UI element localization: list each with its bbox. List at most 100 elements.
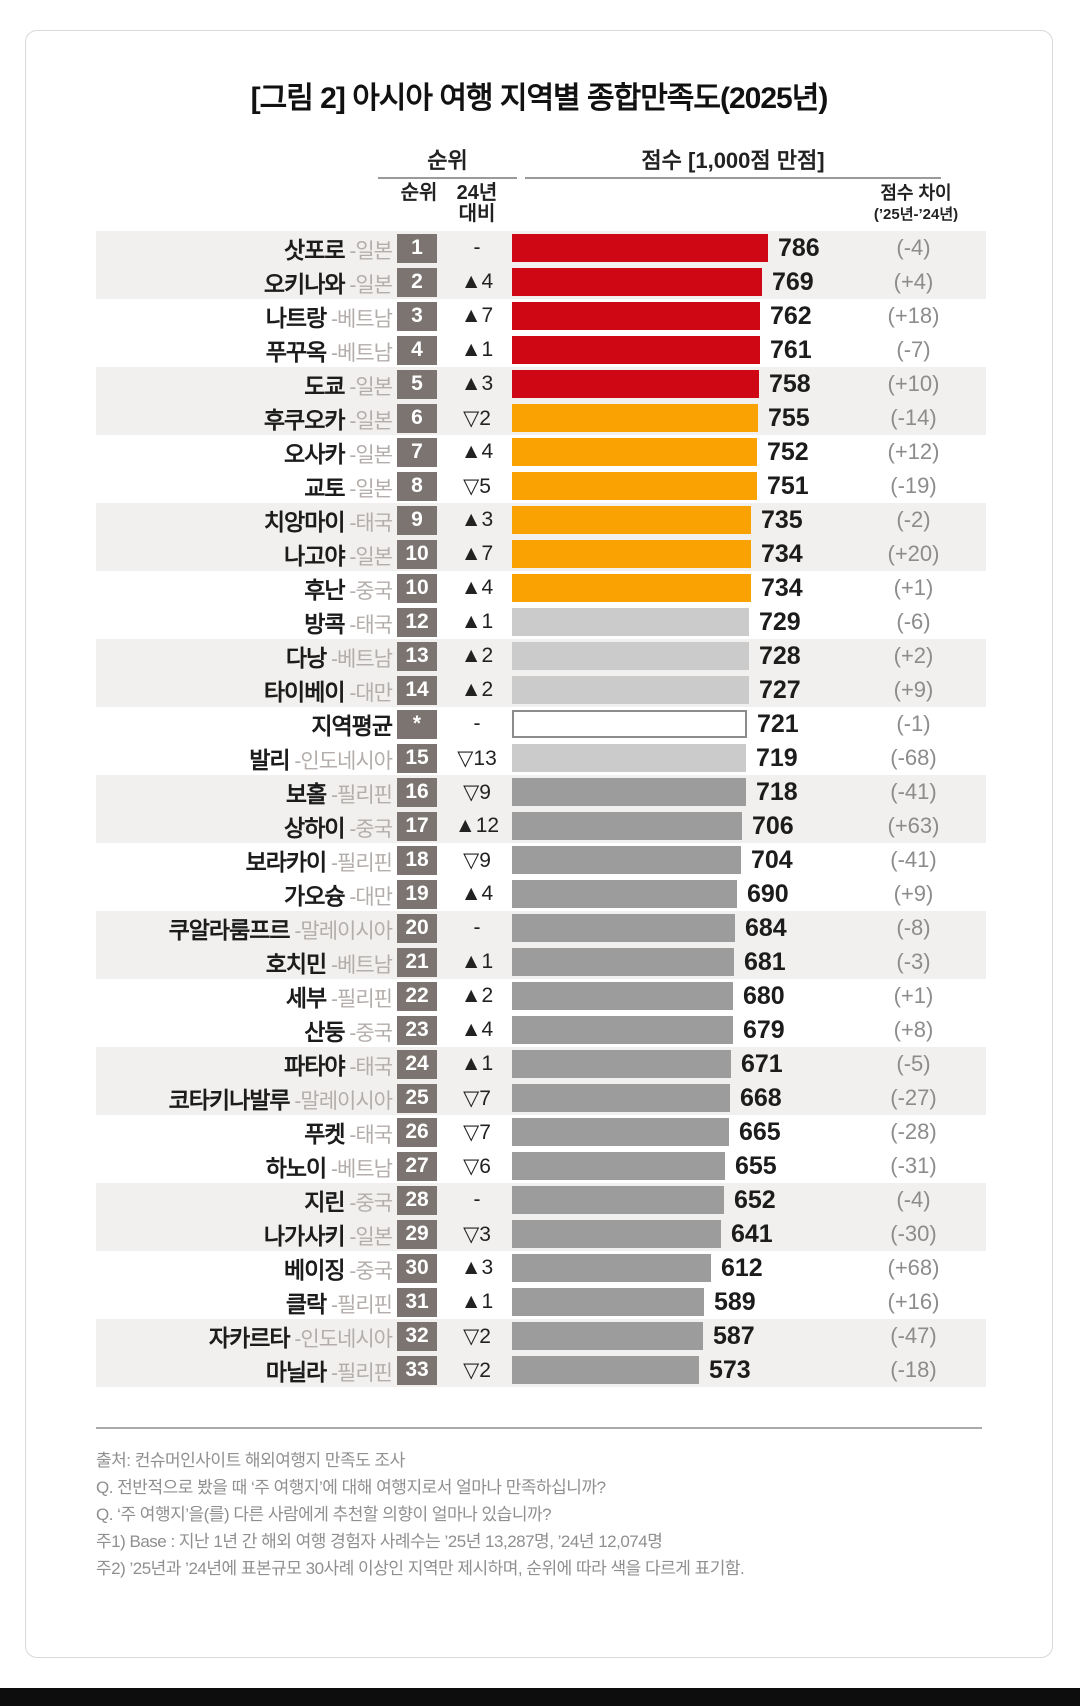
destination-country: -일본 — [344, 478, 393, 501]
rank-change: ▲4 — [460, 576, 494, 599]
destination-name: 방콕 -태국 — [304, 611, 393, 637]
score-value: 684 — [745, 913, 787, 942]
rank-cell: 10 — [392, 539, 442, 569]
bar-zone: 668 — [512, 1084, 841, 1113]
table-row: 도쿄 -일본 5 ▲3 758 (+10) — [96, 367, 986, 401]
destination-country: -베트남 — [326, 308, 393, 331]
rank-change: ▽9 — [463, 848, 491, 872]
destination-country: -태국 — [344, 1124, 393, 1147]
rank-badge: 10 — [397, 573, 437, 603]
bar-zone: 704 — [512, 846, 841, 875]
score-value: 573 — [709, 1355, 751, 1384]
destination-name: 삿포로 -일본 — [284, 237, 393, 263]
bar-zone: 728 — [512, 642, 841, 671]
score-diff: (-31) — [890, 1153, 937, 1178]
table-header: 순위 점수 [1,000점 만점] 순위 24년 대비 점수 차이 (’25년-… — [96, 143, 982, 225]
score-bar — [512, 472, 757, 500]
destination-name: 오키나와 -일본 — [263, 271, 393, 297]
score-diff: (-5) — [896, 1051, 931, 1076]
score-value: 671 — [741, 1049, 783, 1078]
destination-country: -필리핀 — [326, 852, 393, 875]
destination-name: 베이징 -중국 — [284, 1257, 393, 1283]
rank-badge: 13 — [397, 641, 437, 671]
score-value: 681 — [744, 947, 786, 976]
rank-badge: 31 — [397, 1287, 437, 1317]
table-row: 보홀 -필리핀 16 ▽9 718 (-41) — [96, 775, 986, 809]
rank-badge: 5 — [397, 369, 437, 399]
rank-group-header: 순위 — [427, 148, 468, 173]
footnote-line: 주2) ’25년과 ’24년에 표본규모 30사례 이상인 지역만 제시하며, … — [96, 1559, 745, 1578]
rank-cell: 16 — [392, 777, 442, 807]
score-diff: (+9) — [893, 677, 934, 702]
score-value: 751 — [767, 471, 809, 500]
destination-country: -일본 — [344, 240, 393, 263]
rank-badge: 6 — [397, 403, 437, 433]
table-row: 발리 -인도네시아 15 ▽13 719 (-68) — [96, 741, 986, 775]
rank-badge: 18 — [397, 845, 437, 875]
destination-name: 산둥 -중국 — [304, 1019, 393, 1045]
bar-zone: 679 — [512, 1016, 841, 1045]
table-row: 나고야 -일본 10 ▲7 734 (+20) — [96, 537, 986, 571]
score-bar — [512, 710, 747, 738]
destination-name: 가오슝 -대만 — [284, 883, 393, 909]
rank-badge: 19 — [397, 879, 437, 909]
score-diff: (-7) — [896, 337, 931, 362]
score-group-header: 점수 [1,000점 만점] — [641, 148, 825, 173]
score-diff: (+68) — [887, 1255, 940, 1280]
bar-zone: 786 — [512, 234, 841, 263]
table-row: 지린 -중국 28 - 652 (-4) — [96, 1183, 986, 1217]
rank-cell: 20 — [392, 913, 442, 943]
table-row: 푸켓 -태국 26 ▽7 665 (-28) — [96, 1115, 986, 1149]
score-value: 769 — [772, 267, 814, 296]
destination-country: -베트남 — [326, 648, 393, 671]
score-value: 665 — [739, 1117, 781, 1146]
bar-zone: 769 — [512, 268, 841, 297]
score-bar — [512, 1322, 703, 1350]
destination-name: 보홀 -필리핀 — [285, 781, 393, 807]
footnote-line: Q. ‘주 여행지’을(를) 다른 사람에게 추천할 의향이 얼마나 있습니까? — [96, 1505, 552, 1524]
rank-cell: 27 — [392, 1151, 442, 1181]
destination-country: -태국 — [344, 512, 393, 535]
destination-name: 클락 -필리핀 — [285, 1291, 393, 1317]
score-value: 762 — [770, 301, 812, 330]
score-diff: (+8) — [893, 1017, 934, 1042]
destination-country: -중국 — [344, 1192, 393, 1215]
rank-change: ▲2 — [460, 984, 494, 1007]
destination-name: 오사카 -일본 — [284, 441, 393, 467]
rank-badge: 33 — [397, 1355, 437, 1385]
rank-change: ▽2 — [463, 1358, 491, 1382]
rank-cell: 17 — [392, 811, 442, 841]
bar-zone: 721 — [512, 710, 841, 739]
score-diff: (+4) — [893, 269, 934, 294]
score-diff: (-41) — [890, 847, 937, 872]
rank-cell: 30 — [392, 1253, 442, 1283]
rank-change: ▽7 — [463, 1120, 491, 1144]
destination-name: 마닐라 -필리핀 — [265, 1359, 393, 1385]
rank-change: ▲1 — [460, 1052, 494, 1075]
rank-cell: 14 — [392, 675, 442, 705]
rank-cell: 9 — [392, 505, 442, 535]
rank-badge: 20 — [397, 913, 437, 943]
rank-badge: 17 — [397, 811, 437, 841]
rank-badge: 16 — [397, 777, 437, 807]
rank-cell: 22 — [392, 981, 442, 1011]
table-row: 타이베이 -대만 14 ▲2 727 (+9) — [96, 673, 986, 707]
score-value: 758 — [769, 369, 811, 398]
destination-name: 코타키나발루 -말레이시아 — [168, 1087, 393, 1113]
score-value: 728 — [759, 641, 801, 670]
rank-cell: 29 — [392, 1219, 442, 1249]
score-bar — [512, 608, 749, 636]
rank-cell: 33 — [392, 1355, 442, 1385]
score-diff: (-41) — [890, 779, 937, 804]
score-diff: (+20) — [887, 541, 940, 566]
score-bar — [512, 1050, 731, 1078]
destination-country: -중국 — [344, 1260, 393, 1283]
destination-country: -말레이시아 — [289, 1090, 393, 1113]
rank-cell: 15 — [392, 743, 442, 773]
table-row: 가오슝 -대만 19 ▲4 690 (+9) — [96, 877, 986, 911]
rank-change: ▲4 — [460, 440, 494, 463]
table-row: 클락 -필리핀 31 ▲1 589 (+16) — [96, 1285, 986, 1319]
score-bar — [512, 948, 734, 976]
rank-badge: 22 — [397, 981, 437, 1011]
rank-change: ▽2 — [463, 406, 491, 430]
